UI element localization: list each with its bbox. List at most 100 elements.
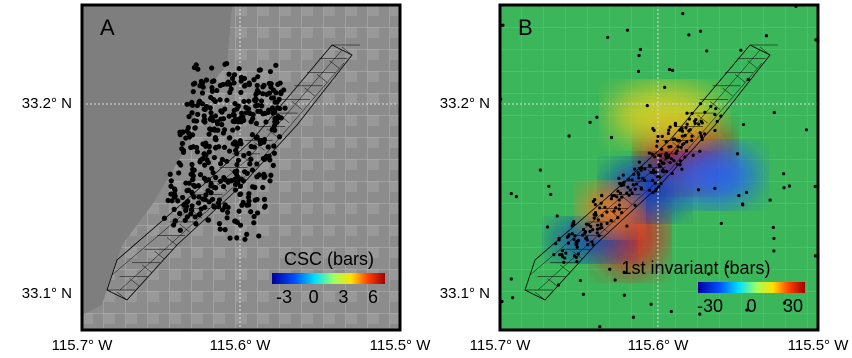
earthquake — [772, 226, 775, 229]
earthquake — [236, 119, 241, 124]
earthquake — [566, 236, 569, 239]
earthquake — [681, 130, 684, 133]
latitude-label: 33.2° N — [22, 95, 72, 112]
earthquake — [685, 140, 688, 143]
latitude-label: 33.2° N — [440, 95, 490, 112]
earthquake — [788, 184, 791, 187]
earthquake — [694, 122, 697, 125]
colorbar — [272, 273, 385, 284]
earthquake — [169, 178, 174, 183]
earthquake — [633, 204, 636, 207]
earthquake — [650, 303, 653, 306]
earthquake — [208, 105, 213, 110]
earthquake — [267, 178, 272, 183]
earthquake — [618, 208, 621, 211]
earthquake — [267, 81, 272, 86]
earthquake — [264, 92, 269, 97]
page: ACSC (bars)-303633.2° N33.1° N115.7° W11… — [0, 0, 852, 358]
earthquake — [226, 72, 231, 77]
earthquake — [250, 132, 255, 137]
earthquake — [252, 185, 257, 190]
earthquake — [680, 168, 683, 171]
earthquake — [251, 77, 256, 82]
earthquake — [254, 174, 259, 179]
earthquake — [600, 223, 603, 226]
earthquake — [745, 191, 748, 194]
earthquake — [261, 172, 266, 177]
colorbar-tick-label: 0 — [309, 287, 319, 307]
earthquake — [202, 163, 207, 168]
earthquake — [653, 155, 656, 158]
earthquake — [619, 192, 622, 195]
earthquake — [255, 210, 260, 215]
earthquake — [191, 173, 196, 178]
earthquake — [177, 160, 182, 165]
earthquake — [222, 227, 227, 232]
earthquake — [741, 202, 744, 205]
earthquake — [576, 246, 579, 249]
earthquake — [720, 222, 723, 225]
earthquake — [567, 134, 570, 137]
earthquake — [626, 186, 629, 189]
earthquake — [208, 183, 213, 188]
longitude-label: 115.7° W — [470, 337, 532, 354]
earthquake — [254, 197, 259, 202]
latitude-label: 33.1° N — [22, 285, 72, 302]
earthquake — [177, 130, 182, 135]
earthquake — [176, 170, 181, 175]
earthquake — [606, 222, 609, 225]
earthquake — [193, 125, 198, 130]
earthquake — [698, 150, 701, 153]
earthquake — [615, 195, 618, 198]
earthquake — [631, 191, 634, 194]
earthquake — [212, 126, 217, 131]
earthquake — [271, 163, 276, 168]
earthquake — [648, 189, 651, 192]
earthquake — [238, 191, 243, 196]
longitude-label: 115.5° W — [788, 337, 850, 354]
earthquake — [207, 144, 212, 149]
colorbar-tick-label: 3 — [338, 287, 348, 307]
earthquake — [277, 134, 282, 139]
earthquake — [591, 228, 594, 231]
earthquake — [210, 79, 215, 84]
earthquake — [656, 135, 659, 138]
earthquake — [203, 107, 208, 112]
earthquake — [252, 97, 257, 102]
earthquake — [622, 174, 625, 177]
earthquake — [230, 127, 235, 132]
earthquake — [189, 100, 194, 105]
earthquake — [247, 111, 252, 116]
earthquake — [588, 121, 591, 124]
earthquake — [234, 235, 239, 240]
earthquake — [563, 256, 566, 259]
earthquake — [223, 202, 228, 207]
earthquake — [220, 82, 225, 87]
earthquake — [229, 86, 234, 91]
earthquake — [240, 200, 245, 205]
earthquake — [224, 98, 229, 103]
earthquake — [207, 126, 212, 131]
earthquake — [185, 214, 190, 219]
earthquake — [254, 90, 259, 95]
earthquake — [180, 195, 185, 200]
earthquake — [246, 151, 251, 156]
earthquake — [576, 240, 579, 243]
earthquake — [172, 186, 177, 191]
earthquake — [612, 209, 615, 212]
earthquake — [241, 99, 246, 104]
earthquake — [206, 132, 211, 137]
earthquake — [670, 157, 673, 160]
earthquake — [267, 157, 272, 162]
earthquake — [805, 128, 808, 131]
earthquake — [226, 180, 231, 185]
latitude-label: 33.1° N — [440, 285, 490, 302]
earthquake — [203, 153, 208, 158]
earthquake — [262, 197, 267, 202]
earthquake — [231, 141, 236, 146]
earthquake — [273, 90, 278, 95]
earthquake — [195, 149, 200, 154]
earthquake — [594, 203, 597, 206]
earthquake — [501, 24, 504, 27]
earthquake — [593, 198, 596, 201]
